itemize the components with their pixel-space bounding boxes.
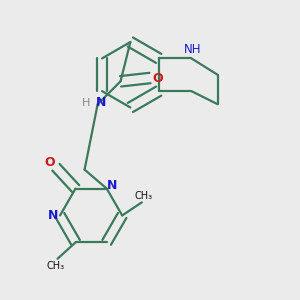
Text: O: O [153, 71, 164, 85]
Text: N: N [96, 96, 106, 109]
Text: CH₃: CH₃ [134, 191, 152, 201]
Text: H: H [82, 98, 90, 108]
Text: N: N [107, 179, 118, 192]
Text: CH₃: CH₃ [47, 261, 65, 271]
Text: N: N [48, 209, 58, 222]
Text: O: O [44, 156, 55, 169]
Text: NH: NH [184, 43, 202, 56]
